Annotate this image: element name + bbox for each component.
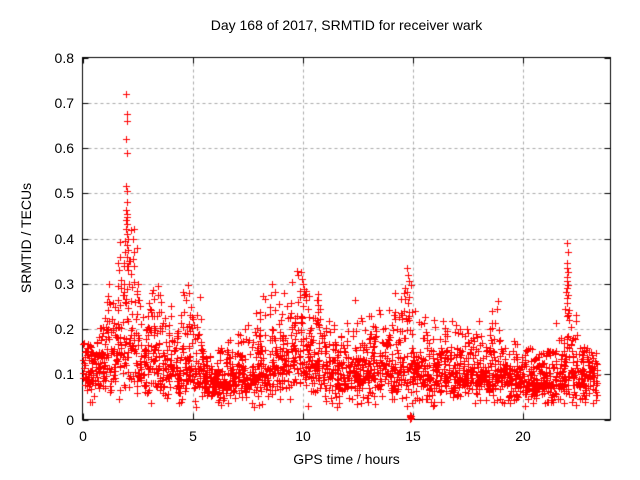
y-tick-label: 0.6 <box>54 140 74 156</box>
x-tick-label: 10 <box>295 428 311 444</box>
x-axis-title: GPS time / hours <box>293 451 400 467</box>
y-tick-label: 0.4 <box>54 231 74 247</box>
chart-title: Day 168 of 2017, SRMTID for receiver war… <box>210 17 483 33</box>
x-tick-label: 20 <box>515 428 531 444</box>
y-tick-label: 0.2 <box>54 321 74 337</box>
y-tick-label: 0.7 <box>54 95 74 111</box>
x-tick-label: 5 <box>189 428 197 444</box>
x-tick-label: 15 <box>405 428 421 444</box>
y-tick-label: 0.8 <box>54 50 74 66</box>
x-tick-label: 0 <box>79 428 87 444</box>
y-tick-label: 0.1 <box>54 366 74 382</box>
y-tick-label: 0.3 <box>54 276 74 292</box>
y-tick-label: 0 <box>66 412 74 428</box>
y-tick-label: 0.5 <box>54 185 74 201</box>
